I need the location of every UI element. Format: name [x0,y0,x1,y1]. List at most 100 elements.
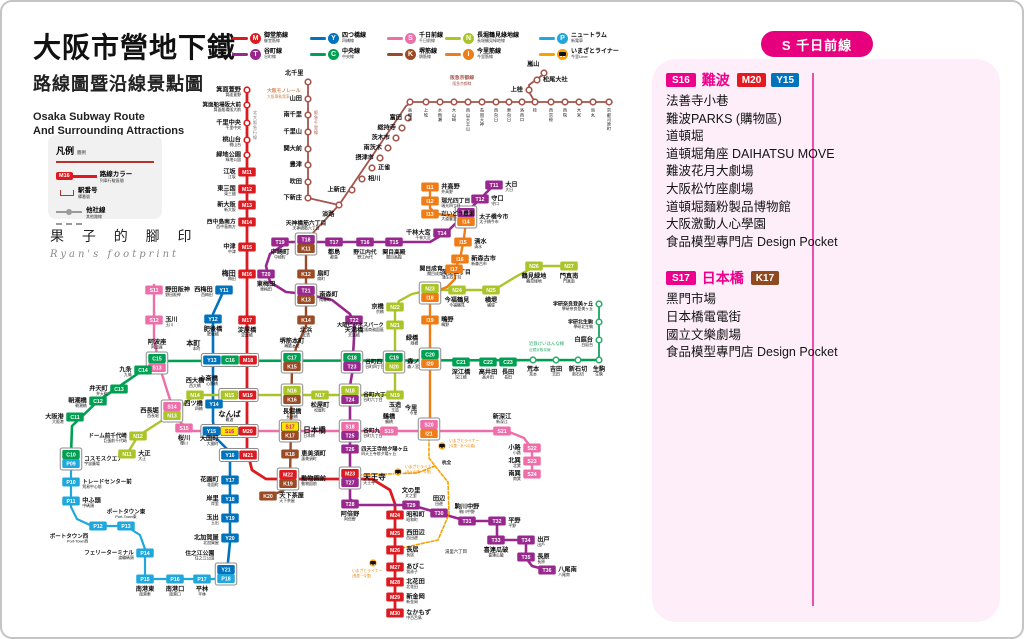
map-label: I17 [450,267,457,273]
line-symbol-k: K [405,48,416,60]
map-label: 駒川中野 [454,502,481,510]
map-label: M24 [390,513,400,519]
station-badge-P09 [62,459,80,468]
map-label: 渡輪碼頭 [118,555,134,560]
station-P16: P16 [166,574,184,584]
map-label: 西 [520,112,524,118]
station-badge-M25 [386,528,404,538]
station-badge-M24 [386,510,404,520]
map-label: 大阪單軌電車 [267,94,290,99]
station-badge-C21 [452,357,470,367]
map-label: 北浜 [300,326,313,334]
site-logo: 果 子 的 腳 印 Ryan's footprint [50,226,199,260]
map-label: M16 [242,272,252,278]
map-label: 深江橋 [455,375,467,380]
map-label: T34 [522,538,531,544]
map-label: T29 [407,503,416,509]
legend-row2-sub: 驛番號 [78,194,90,199]
map-label: 急 [253,124,257,130]
map-label: 阪急京都線 [453,81,472,86]
station-badge-Y20 [221,533,239,543]
map-label: 岡 [480,112,484,118]
station-K18: K18 [281,449,299,459]
map-label: 恵美須町 [301,450,327,458]
map-label: 原 [607,122,611,127]
station-badge-K19 [279,479,297,488]
attraction-item: 黑門市場 [666,292,717,307]
map-label: 大阪商務園區 [360,327,383,332]
map-label: 谷町四丁目 [365,358,393,366]
map-label: T36 [543,568,552,574]
map-label: S16 [225,429,234,435]
map-label: I14 [462,220,469,226]
line-color-swatch [387,36,403,40]
map-label: S20 [424,423,433,429]
map-label: T11 [490,183,499,189]
map-label: 上新庄 [327,186,346,194]
station-茨木市 [392,134,400,142]
map-label: 江坂 [228,174,236,179]
line-color-swatch [232,36,248,40]
map-label: 高井田 [479,368,498,376]
map-label: 山 [452,111,456,118]
map-label: 東梅田 [260,287,272,292]
map-label: 西大橋 [186,376,205,384]
legend-line-k: K 堺筋線 堺筋線 [387,47,437,61]
station-badge-K15 [283,362,301,371]
station-badge-P12 [89,521,107,531]
station-badge-I15 [454,237,472,247]
station-S11: S11 [145,285,163,295]
map-label: ポートタウン東 [107,507,146,515]
station-M29: M29 [386,592,404,602]
map-label: 丸 [591,111,596,118]
map-label: 中ふ頭 [82,497,101,505]
legend-line-bus: いまざとライナー 今里Liner [539,47,619,61]
station-M27: M27 [386,562,404,572]
station-badge-C17 [283,353,301,362]
station-badge-N11 [118,449,136,459]
map-label: M13 [242,203,252,209]
station-badge-T19 [271,237,289,247]
map-label: 天満橋 [345,326,364,334]
station-西山天王山 [464,98,472,106]
station-badge-N20 [385,362,403,371]
map-label: 平野 [508,517,521,525]
map-label: T22 [350,318,359,324]
map-label: Y13 [207,358,216,364]
station-荒本 [529,356,537,364]
station-山田 [304,95,312,103]
map-label: T27 [346,481,355,487]
station-code-badge: S16 [666,73,696,87]
station-badge-I14 [457,217,475,226]
line-name: 堺筋線 [419,48,438,55]
map-label: 八尾南 [557,566,577,574]
map-label: 長田 [504,375,512,380]
station-badge-Y21 [217,565,235,574]
line-name: 中央線 [342,48,361,55]
station-badge-M28 [386,577,404,587]
station-badge-I16 [451,254,469,264]
map-label: 阿倍野 [344,517,356,522]
map-label: 九条 [118,366,132,374]
map-label: 大日 [505,187,513,192]
station-badge-M12 [238,184,256,194]
station-badge-K16 [283,395,301,404]
map-label: 四橋 [195,406,203,411]
map-label: 玉川 [165,316,177,324]
station-badge-N26 [525,261,543,271]
station-Y17: Y17 [221,475,239,485]
station-N27: N27 [560,261,578,271]
map-label: 富田 [390,114,402,122]
line-name-sub: 御堂筋線 [264,38,280,43]
legend-station-number-bracket [60,189,74,196]
station-badge-C16 [221,355,239,365]
map-label: N24 [452,288,462,294]
legend-line-c: C 中央線 中央線 [310,47,360,61]
map-label: 谷町六丁目 [363,391,391,399]
map-label: 線 [314,129,319,135]
station-badge-M15 [238,242,256,252]
station-嵐山 [540,69,548,77]
station-総持寺 [398,124,406,132]
map-label: 向 [494,111,498,117]
page-subtitle: 路線圖暨沿線景點圖 [33,74,204,94]
